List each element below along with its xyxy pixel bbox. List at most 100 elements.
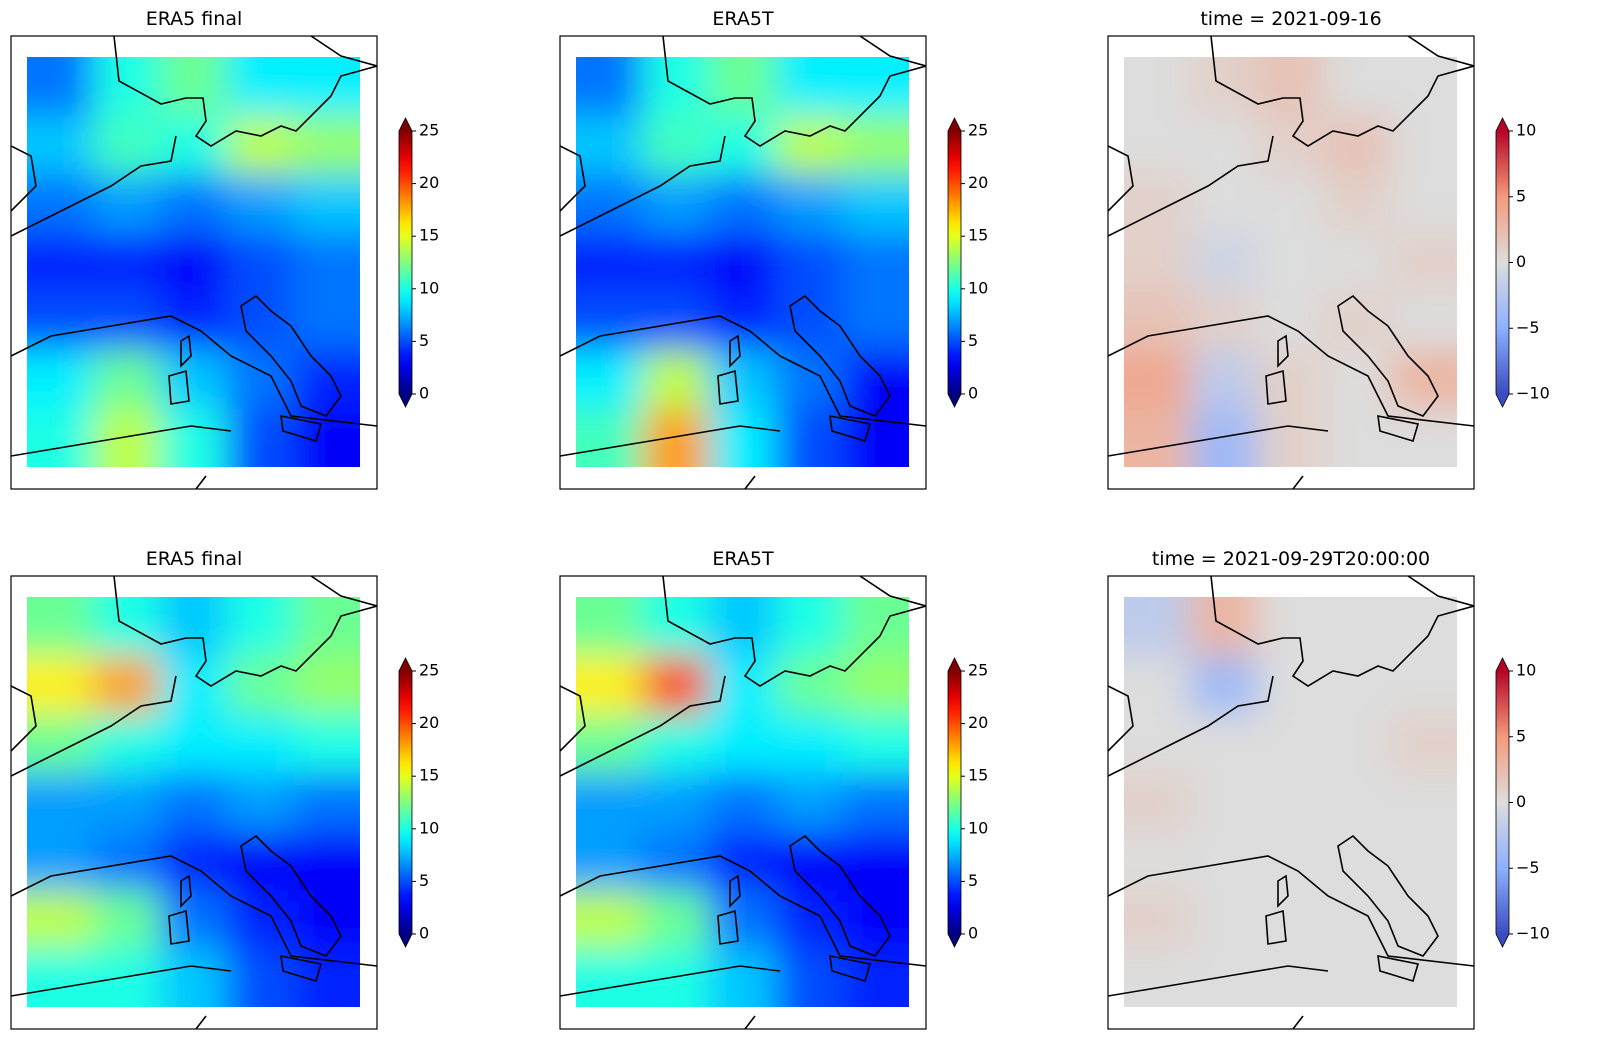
cell: [576, 291, 644, 351]
cell: [160, 291, 228, 351]
cell: [1390, 349, 1457, 410]
cell: [842, 57, 909, 117]
field-clip: [27, 57, 360, 467]
cell: [1124, 174, 1192, 234]
cell: [1390, 772, 1457, 833]
colorbar-tick-label: 25: [419, 121, 439, 140]
cell: [1257, 408, 1325, 467]
cell: [226, 655, 295, 716]
colorbar-tick-label: −5: [1516, 858, 1540, 877]
cell: [293, 115, 360, 176]
cell: [576, 57, 644, 117]
cell: [709, 232, 777, 293]
colorbar-tick-label: 10: [968, 818, 988, 837]
cell: [576, 948, 644, 1007]
cell: [293, 57, 360, 117]
cell: [1190, 597, 1259, 657]
cell: [1390, 232, 1457, 293]
cell: [1323, 655, 1392, 716]
cell: [1124, 831, 1192, 891]
cell: [293, 597, 360, 657]
cell: [293, 291, 360, 351]
cell: [576, 232, 644, 293]
cell: [576, 174, 644, 234]
colorbar-tick-label: 20: [968, 173, 988, 192]
colorbar: [948, 671, 961, 934]
cell: [226, 714, 295, 774]
cell: [1124, 772, 1192, 833]
colorbar-tick-label: 20: [419, 173, 439, 192]
map-frame: [10, 35, 378, 490]
colorbar-tick-label: 15: [968, 226, 988, 245]
cell: [642, 772, 711, 833]
cell: [27, 948, 95, 1007]
cell: [226, 232, 295, 293]
map-frame: [10, 575, 378, 1030]
cell: [1190, 349, 1259, 410]
cell: [293, 655, 360, 716]
cell: [576, 655, 644, 716]
panel-title: ERA5 final: [146, 548, 243, 570]
cell: [1190, 408, 1259, 467]
cell: [842, 889, 909, 950]
cell: [1190, 291, 1259, 351]
colorbar-tick-label: 25: [968, 661, 988, 680]
field-clip: [27, 597, 360, 1007]
cell: [576, 408, 644, 467]
colorbar-extend: [399, 394, 412, 407]
cell: [93, 831, 162, 891]
cell: [93, 408, 162, 467]
cell: [775, 232, 844, 293]
cell: [293, 948, 360, 1007]
cell: [1190, 115, 1259, 176]
cell: [1323, 714, 1392, 774]
cell: [226, 57, 295, 117]
map-frame: [559, 35, 927, 490]
cell: [226, 948, 295, 1007]
cell: [160, 772, 228, 833]
cell: [293, 349, 360, 410]
cell: [93, 714, 162, 774]
cell: [1323, 115, 1392, 176]
cell: [1390, 655, 1457, 716]
cell: [160, 232, 228, 293]
cell: [1257, 948, 1325, 1007]
cell: [1390, 831, 1457, 891]
colorbar-tick-label: 5: [968, 871, 978, 890]
cell: [842, 772, 909, 833]
map-frame: [1107, 575, 1475, 1030]
colorbar-extend: [948, 394, 961, 407]
colorbar: [948, 131, 961, 394]
cell: [842, 349, 909, 410]
cell: [160, 831, 228, 891]
cell: [642, 57, 711, 117]
cell: [1390, 408, 1457, 467]
colorbar-tick-label: −5: [1516, 318, 1540, 337]
cell: [709, 291, 777, 351]
cell: [1257, 174, 1325, 234]
colorbar-tick-label: −10: [1516, 384, 1550, 403]
colorbar-tick-label: 0: [1516, 792, 1526, 811]
cell: [226, 115, 295, 176]
cell: [1257, 597, 1325, 657]
cell: [93, 57, 162, 117]
colorbar-tick-label: 0: [419, 384, 429, 403]
field: [27, 597, 360, 1007]
cell: [160, 408, 228, 467]
colorbar-tick-label: 5: [419, 331, 429, 350]
cell: [27, 597, 95, 657]
cell: [775, 948, 844, 1007]
colorbar-tick-label: 10: [968, 278, 988, 297]
cell: [842, 948, 909, 1007]
cell: [642, 831, 711, 891]
cell: [642, 174, 711, 234]
cell: [1124, 349, 1192, 410]
cell: [1257, 57, 1325, 117]
cell: [1124, 115, 1192, 176]
cell: [1257, 831, 1325, 891]
colorbar-tick-label: 0: [968, 924, 978, 943]
cell: [27, 655, 95, 716]
cell: [226, 408, 295, 467]
cell: [1190, 889, 1259, 950]
colorbar-tick-label: 0: [419, 924, 429, 943]
